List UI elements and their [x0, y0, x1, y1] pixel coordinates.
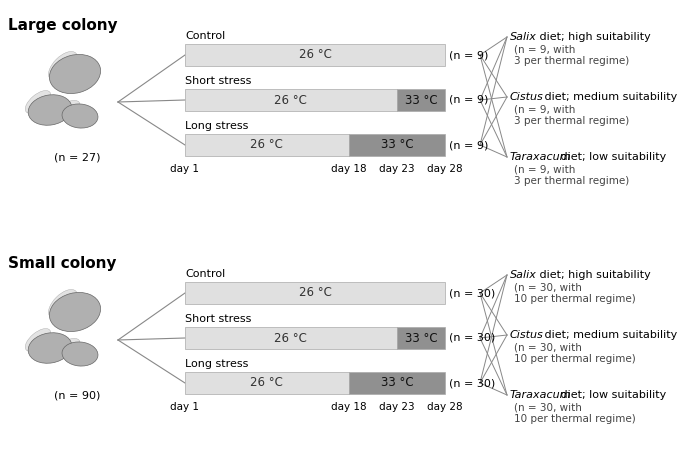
Text: (n = 30): (n = 30)	[449, 333, 495, 343]
Text: Long stress: Long stress	[185, 359, 249, 369]
Ellipse shape	[49, 55, 101, 94]
Text: (n = 9): (n = 9)	[449, 50, 488, 60]
Text: Short stress: Short stress	[185, 76, 251, 86]
Text: day 28: day 28	[427, 402, 463, 412]
Bar	[185, 89, 397, 111]
Ellipse shape	[49, 293, 101, 332]
Text: Taraxacum: Taraxacum	[510, 152, 571, 162]
Text: 26 °C: 26 °C	[251, 139, 284, 152]
Text: 3 per thermal regime): 3 per thermal regime)	[514, 116, 630, 126]
Ellipse shape	[28, 95, 72, 125]
Text: day 18: day 18	[331, 164, 366, 174]
Text: (n = 30, with: (n = 30, with	[514, 403, 582, 413]
Ellipse shape	[56, 100, 79, 115]
Text: (n = 9): (n = 9)	[449, 95, 488, 105]
Text: diet; low suitability: diet; low suitability	[557, 152, 666, 162]
Ellipse shape	[49, 289, 77, 319]
Text: 26 °C: 26 °C	[251, 377, 284, 389]
Ellipse shape	[49, 51, 77, 81]
Text: Long stress: Long stress	[185, 121, 249, 131]
Text: Salix: Salix	[510, 32, 537, 42]
Ellipse shape	[25, 329, 51, 352]
Bar	[349, 134, 445, 156]
Text: 33 °C: 33 °C	[381, 139, 413, 152]
Text: diet; low suitability: diet; low suitability	[557, 390, 666, 400]
Text: 33 °C: 33 °C	[405, 332, 437, 344]
Text: day 18: day 18	[331, 402, 366, 412]
Ellipse shape	[56, 338, 79, 353]
Text: diet; medium suitability: diet; medium suitability	[541, 330, 677, 340]
Text: 3 per thermal regime): 3 per thermal regime)	[514, 176, 630, 186]
Ellipse shape	[28, 333, 72, 363]
Text: 33 °C: 33 °C	[381, 377, 413, 389]
Text: Control: Control	[185, 31, 225, 41]
Text: day 1: day 1	[171, 164, 199, 174]
Text: 10 per thermal regime): 10 per thermal regime)	[514, 354, 636, 364]
Bar	[349, 372, 445, 394]
Bar	[185, 44, 445, 66]
Text: Short stress: Short stress	[185, 314, 251, 324]
Text: Salix: Salix	[510, 270, 537, 280]
Text: 26 °C: 26 °C	[299, 286, 332, 300]
Bar	[185, 372, 349, 394]
Text: Control: Control	[185, 269, 225, 279]
Text: Large colony: Large colony	[8, 18, 118, 33]
Ellipse shape	[62, 104, 98, 128]
Text: Cistus: Cistus	[510, 330, 544, 340]
Text: Taraxacum: Taraxacum	[510, 390, 571, 400]
Text: 26 °C: 26 °C	[275, 332, 308, 344]
Text: (n = 90): (n = 90)	[54, 390, 100, 400]
Bar	[397, 327, 445, 349]
Text: (n = 9, with: (n = 9, with	[514, 45, 575, 55]
Text: 10 per thermal regime): 10 per thermal regime)	[514, 414, 636, 424]
Bar	[185, 134, 349, 156]
Text: (n = 27): (n = 27)	[53, 152, 100, 162]
Bar	[185, 282, 445, 304]
Text: day 1: day 1	[171, 402, 199, 412]
Text: (n = 30): (n = 30)	[449, 378, 495, 388]
Text: 26 °C: 26 °C	[275, 94, 308, 106]
Text: (n = 30, with: (n = 30, with	[514, 283, 582, 293]
Ellipse shape	[62, 342, 98, 366]
Text: (n = 30): (n = 30)	[449, 288, 495, 298]
Text: diet; high suitability: diet; high suitability	[536, 32, 651, 42]
Text: 26 °C: 26 °C	[299, 48, 332, 61]
Text: Cistus: Cistus	[510, 92, 544, 102]
Text: diet; high suitability: diet; high suitability	[536, 270, 651, 280]
Text: day 23: day 23	[379, 164, 414, 174]
Text: Small colony: Small colony	[8, 256, 116, 271]
Bar	[397, 89, 445, 111]
Text: 3 per thermal regime): 3 per thermal regime)	[514, 56, 630, 66]
Text: diet; medium suitability: diet; medium suitability	[541, 92, 677, 102]
Text: 33 °C: 33 °C	[405, 94, 437, 106]
Text: (n = 9, with: (n = 9, with	[514, 105, 575, 115]
Ellipse shape	[25, 91, 51, 114]
Text: (n = 9): (n = 9)	[449, 140, 488, 150]
Text: (n = 30, with: (n = 30, with	[514, 343, 582, 353]
Text: day 23: day 23	[379, 402, 414, 412]
Text: 10 per thermal regime): 10 per thermal regime)	[514, 294, 636, 304]
Text: (n = 9, with: (n = 9, with	[514, 165, 575, 175]
Text: day 28: day 28	[427, 164, 463, 174]
Bar	[185, 327, 397, 349]
